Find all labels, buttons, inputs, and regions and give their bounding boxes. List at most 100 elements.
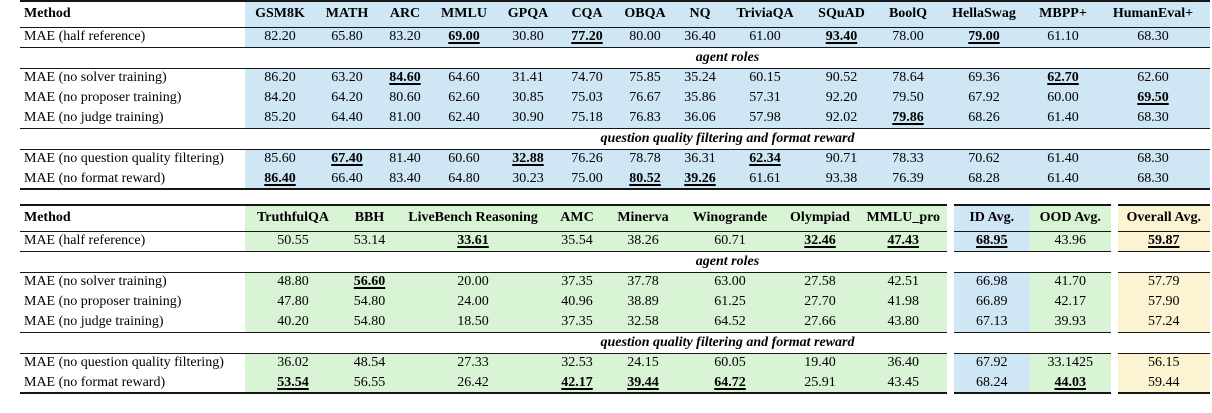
- column-header: MBPP+: [1030, 1, 1096, 27]
- method-cell: MAE (no format reward): [20, 373, 245, 393]
- value-cell: 68.28: [938, 169, 1030, 189]
- section-label: question quality filtering and format re…: [600, 334, 855, 350]
- value-cell: 31.41: [497, 68, 559, 88]
- column-header: NQ: [675, 1, 725, 27]
- value-cell: 48.80: [245, 272, 341, 292]
- column-header: CQA: [559, 1, 615, 27]
- method-cell: MAE (no judge training): [20, 108, 245, 128]
- table-row: MAE (no proposer training) 47.80 54.80 24.0…: [20, 292, 1210, 312]
- value-cell: 32.58: [606, 312, 680, 332]
- value-cell: 93.40: [805, 27, 878, 47]
- value-cell: 40.20: [245, 312, 341, 332]
- value-cell: 43.45: [860, 373, 950, 393]
- value-cell: 47.43: [860, 231, 950, 251]
- table-row: MAE (no judge training) 85.20 64.40 81.00 62…: [20, 108, 1210, 128]
- value-cell: 57.90: [1110, 292, 1210, 312]
- value-cell: 90.52: [805, 68, 878, 88]
- value-cell: 64.20: [315, 88, 379, 108]
- value-cell: 83.20: [379, 27, 431, 47]
- column-header: Winogrande: [680, 205, 780, 231]
- value-cell: 66.89: [946, 292, 1030, 312]
- value-cell: 75.85: [615, 68, 675, 88]
- value-cell: 64.40: [315, 108, 379, 128]
- column-header: LiveBench Reasoning: [398, 205, 548, 231]
- value-cell: 76.67: [615, 88, 675, 108]
- benchmark-table-bottom: Method TruthfulQA BBH LiveBench Reasoning AM…: [20, 204, 1210, 394]
- value-cell: 68.30: [1096, 108, 1210, 128]
- method-cell: MAE (no judge training): [20, 312, 245, 332]
- value-cell: 60.00: [1030, 88, 1096, 108]
- value-cell: 43.80: [860, 312, 950, 332]
- value-cell: 30.80: [497, 27, 559, 47]
- value-cell: 93.38: [805, 169, 878, 189]
- value-cell: 54.80: [341, 312, 398, 332]
- value-cell: 36.02: [245, 353, 341, 373]
- value-cell: 57.98: [725, 108, 805, 128]
- value-cell: 56.60: [341, 272, 398, 292]
- column-header: MMLU_pro: [860, 205, 950, 231]
- value-cell: 81.00: [379, 108, 431, 128]
- value-cell: 35.54: [548, 231, 606, 251]
- value-cell: 64.60: [431, 68, 497, 88]
- value-cell: 41.98: [860, 292, 950, 312]
- value-cell: 32.46: [780, 231, 860, 251]
- value-cell: 61.00: [725, 27, 805, 47]
- section-header-row: agent roles: [20, 251, 1210, 272]
- method-cell: MAE (no question quality filtering): [20, 353, 245, 373]
- value-cell: 35.24: [675, 68, 725, 88]
- method-cell: MAE (half reference): [20, 27, 245, 47]
- value-cell: 35.86: [675, 88, 725, 108]
- value-cell: 27.33: [398, 353, 548, 373]
- value-cell: 67.13: [946, 312, 1030, 332]
- value-cell: 62.40: [431, 108, 497, 128]
- value-cell: 76.83: [615, 108, 675, 128]
- value-cell: 39.93: [1030, 312, 1114, 332]
- value-cell: 78.78: [615, 149, 675, 169]
- value-cell: 32.53: [548, 353, 606, 373]
- section-header-row: question quality filtering and format re…: [20, 332, 1210, 353]
- table-row: MAE (no question quality filtering) 85.60…: [20, 149, 1210, 169]
- column-header: BoolQ: [878, 1, 938, 27]
- table-row: MAE (no format reward) 53.54 56.55 26.42 42.…: [20, 373, 1210, 393]
- value-cell: 78.64: [878, 68, 938, 88]
- value-cell: 79.86: [878, 108, 938, 128]
- column-header: Minerva: [606, 205, 680, 231]
- table-row: MAE (no solver training) 86.20 63.20 84.60 6…: [20, 68, 1210, 88]
- value-cell: 60.71: [680, 231, 780, 251]
- value-cell: 62.70: [1030, 68, 1096, 88]
- value-cell: 78.00: [878, 27, 938, 47]
- value-cell: 54.80: [341, 292, 398, 312]
- value-cell: 60.05: [680, 353, 780, 373]
- column-header: TruthfulQA: [245, 205, 341, 231]
- value-cell: 43.96: [1030, 231, 1114, 251]
- value-cell: 79.50: [878, 88, 938, 108]
- value-cell: 61.25: [680, 292, 780, 312]
- section-header-row: agent roles: [20, 47, 1210, 68]
- value-cell: 30.85: [497, 88, 559, 108]
- value-cell: 39.26: [675, 169, 725, 189]
- table-row: MAE (no judge training) 40.20 54.80 18.50 37…: [20, 312, 1210, 332]
- column-header-method: Method: [24, 6, 71, 22]
- value-cell: 81.40: [379, 149, 431, 169]
- value-cell: 69.36: [938, 68, 1030, 88]
- value-cell: 64.72: [680, 373, 780, 393]
- value-cell: 92.02: [805, 108, 878, 128]
- value-cell: 75.00: [559, 169, 615, 189]
- benchmark-table-top: Method GSM8K MATH ARC MMLU GPQA CQA OBQA NQ Trivi…: [20, 0, 1210, 190]
- value-cell: 63.20: [315, 68, 379, 88]
- value-cell: 67.92: [938, 88, 1030, 108]
- value-cell: 75.18: [559, 108, 615, 128]
- value-cell: 36.40: [860, 353, 950, 373]
- value-cell: 68.95: [946, 231, 1030, 251]
- value-cell: 24.00: [398, 292, 548, 312]
- table-row: MAE (no proposer training) 84.20 64.20 80.6…: [20, 88, 1210, 108]
- value-cell: 57.31: [725, 88, 805, 108]
- value-cell: 66.40: [315, 169, 379, 189]
- value-cell: 39.44: [606, 373, 680, 393]
- value-cell: 67.92: [946, 353, 1030, 373]
- value-cell: 56.55: [341, 373, 398, 393]
- value-cell: 36.40: [675, 27, 725, 47]
- value-cell: 68.26: [938, 108, 1030, 128]
- value-cell: 79.00: [938, 27, 1030, 47]
